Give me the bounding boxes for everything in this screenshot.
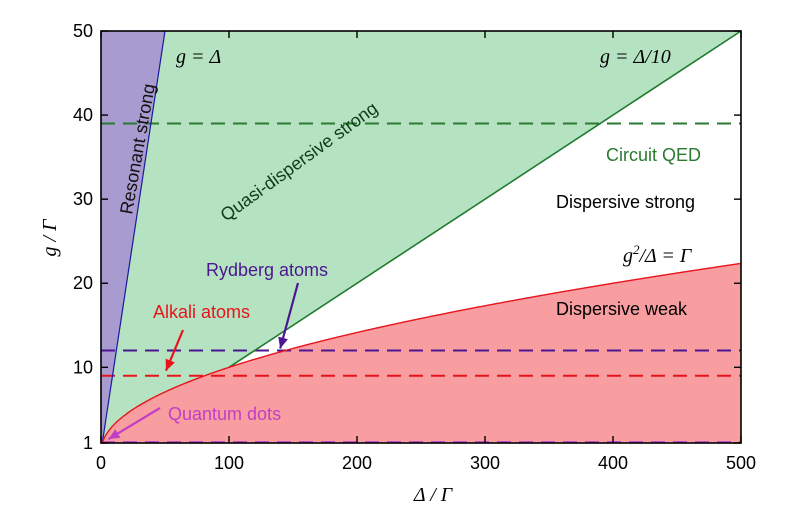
g-eq-delta-label: g = Δ bbox=[176, 46, 221, 68]
quantum-dots-arrow-head bbox=[108, 429, 121, 440]
x-axis-title: Δ / Γ bbox=[413, 484, 454, 506]
region-dispersive-weak bbox=[101, 263, 741, 443]
boundary-curves bbox=[101, 30, 742, 444]
axis-tick-labels: 0 100 200 300 400 500 1 10 20 30 40 50 bbox=[73, 21, 756, 473]
x-tick-label: 500 bbox=[726, 453, 756, 473]
g-eq-delta10-label: g = Δ/10 bbox=[600, 46, 671, 68]
rydberg-label: Rydberg atoms bbox=[206, 260, 328, 280]
x-tick-label: 300 bbox=[470, 453, 500, 473]
circuit-qed-label: Circuit QED bbox=[606, 145, 701, 165]
quantum-dots-arrow bbox=[107, 407, 161, 441]
y-tick-label: 50 bbox=[73, 21, 93, 41]
alkali-arrow-head bbox=[165, 358, 175, 371]
g2-rest: /Δ = Γ bbox=[639, 245, 693, 267]
rydberg-arrow-head bbox=[278, 336, 288, 349]
x-tick-label: 200 bbox=[342, 453, 372, 473]
y-tick-label: 1 bbox=[83, 433, 93, 453]
rydberg-arrow bbox=[278, 282, 300, 349]
x-tick-label: 100 bbox=[214, 453, 244, 473]
g2-base: g bbox=[623, 245, 633, 267]
y-tick-label: 30 bbox=[73, 189, 93, 209]
alkali-label: Alkali atoms bbox=[153, 302, 250, 322]
y-tick-label: 40 bbox=[73, 105, 93, 125]
x-tick-label: 400 bbox=[598, 453, 628, 473]
g2-delta-gamma-label: g2/Δ = Γ bbox=[623, 242, 693, 267]
dispersive-weak-label: Dispersive weak bbox=[556, 299, 688, 319]
reference-lines bbox=[101, 122, 741, 444]
plot-frame bbox=[100, 30, 742, 444]
y-tick-label: 10 bbox=[73, 357, 93, 377]
region-quasi-dispersive bbox=[102, 31, 741, 443]
pointer-arrows bbox=[107, 282, 300, 441]
curve-g-eq-delta bbox=[101, 30, 166, 444]
curve-g2-delta-gamma bbox=[101, 262, 742, 444]
region-fills bbox=[101, 31, 741, 443]
g2-superscript: 2 bbox=[633, 242, 640, 257]
quantum-dots-label: Quantum dots bbox=[168, 404, 281, 424]
curve-g-eq-delta-10 bbox=[228, 30, 742, 368]
dispersive-strong-label: Dispersive strong bbox=[556, 192, 695, 212]
y-tick-label: 20 bbox=[73, 273, 93, 293]
y-axis-title: g / Γ bbox=[39, 218, 61, 257]
rydberg-arrow-shaft bbox=[279, 282, 300, 349]
x-tick-label: 0 bbox=[96, 453, 106, 473]
alkali-arrow bbox=[164, 329, 185, 372]
axis-ticks bbox=[100, 30, 742, 444]
